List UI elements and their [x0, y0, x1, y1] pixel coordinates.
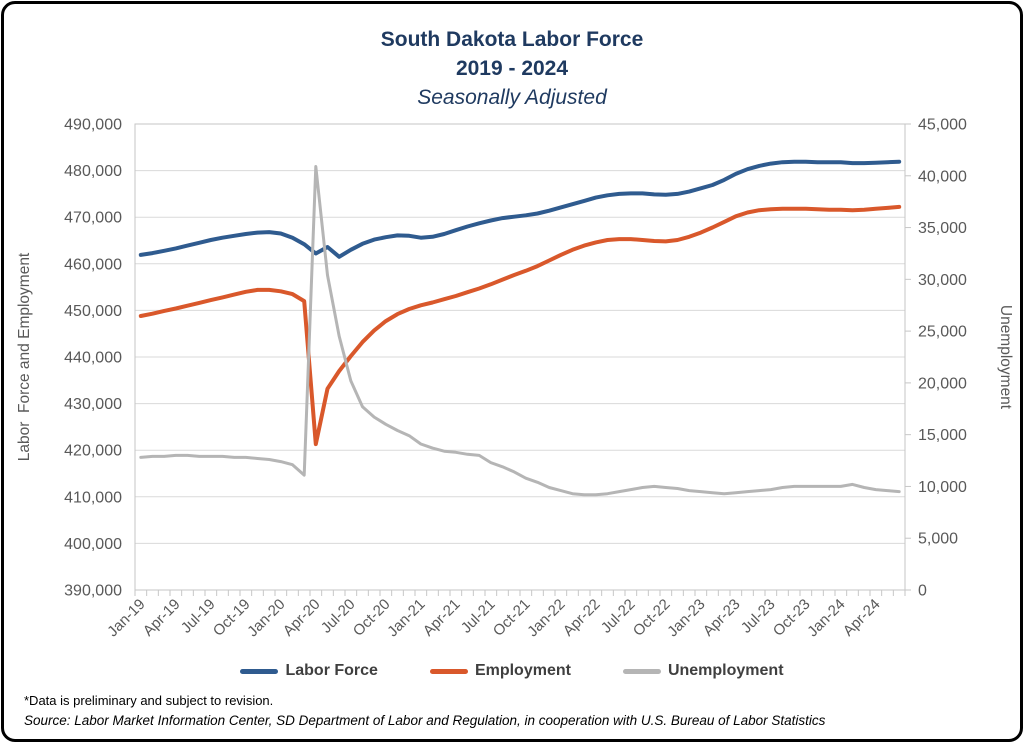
y-left-tick-label: 410,000	[64, 489, 122, 506]
footnote-source: Source: Labor Market Information Center,…	[24, 713, 826, 728]
legend-label-employment: Employment	[474, 662, 571, 679]
y-right-tick-label: 35,000	[918, 220, 967, 237]
legend-item-employment: Employment	[429, 662, 571, 680]
y-right-tick-label: 15,000	[918, 427, 967, 444]
y-left-tick-label: 390,000	[64, 583, 122, 600]
x-tick-label: Apr-24	[840, 596, 884, 640]
y-left-tick-label: 440,000	[64, 350, 122, 367]
x-tick-label: Apr-21	[420, 596, 464, 640]
x-axis-tick-labels: Jan-19Apr-19Jul-19Oct-19Jan-20Apr-20Jul-…	[104, 596, 883, 640]
y-right-tick-label: 25,000	[918, 324, 967, 341]
x-tick-label: Jan-23	[664, 596, 708, 640]
chart-legend: Labor Force Employment Unemployment	[4, 662, 1020, 680]
x-tick-label: Oct-20	[350, 596, 394, 640]
legend-item-unemployment: Unemployment	[622, 662, 784, 680]
y-left-tick-label: 450,000	[64, 303, 122, 320]
y-left-tick-label: 490,000	[64, 117, 122, 134]
right-axis-title: Unemployment	[997, 305, 1014, 410]
x-tick-label: Jan-21	[384, 596, 428, 640]
legend-label-unemployment: Unemployment	[667, 662, 784, 679]
legend-label-labor-force: Labor Force	[285, 662, 378, 679]
labor-force-line-swatch	[240, 668, 279, 674]
y-right-tick-label: 40,000	[918, 168, 967, 185]
x-tick-label: Oct-23	[770, 596, 814, 640]
left-axis-tick-labels: 390,000 400,000 410,000 420,000 430,000 440,0…	[64, 117, 122, 600]
y-right-tick-label: 20,000	[918, 375, 967, 392]
x-tick-label: Oct-21	[490, 596, 534, 640]
legend-item-labor-force: Labor Force	[240, 662, 378, 680]
chart-title: South Dakota Labor Force	[380, 28, 644, 51]
y-left-tick-label: 400,000	[64, 536, 122, 553]
employment-line-swatch	[429, 668, 468, 674]
x-tick-label: Oct-22	[630, 596, 674, 640]
line-chart: 390,000 400,000 410,000 420,000 430,000 440,0…	[16, 117, 1014, 641]
unemployment-line	[139, 165, 901, 497]
y-left-tick-label: 470,000	[64, 210, 122, 227]
y-left-tick-label: 430,000	[64, 396, 122, 413]
title-block: South Dakota Labor Force 2019 - 2024 Sea…	[4, 26, 1020, 111]
series-lines	[138, 159, 902, 497]
x-tick-label: Oct-19	[210, 596, 254, 640]
y-left-tick-label: 460,000	[64, 256, 122, 273]
x-tick-label: Apr-23	[700, 596, 744, 640]
axis-tick-marks	[134, 123, 911, 596]
unemployment-line-swatch	[622, 668, 661, 674]
left-axis-title: Labor Force and Employment	[16, 252, 33, 461]
footnote-preliminary: *Data is preliminary and subject to revi…	[24, 693, 274, 708]
x-tick-label: Apr-19	[140, 596, 184, 640]
y-right-tick-label: 10,000	[918, 479, 967, 496]
y-left-tick-label: 480,000	[64, 163, 122, 180]
x-tick-label: Jan-20	[244, 596, 288, 640]
y-left-tick-label: 420,000	[64, 443, 122, 460]
x-tick-label: Jan-19	[104, 596, 148, 640]
right-axis-tick-labels: 0 5,000 10,000 15,000 20,000 25,000 30,000 35,0…	[918, 117, 967, 600]
y-right-tick-label: 30,000	[918, 272, 967, 289]
gridlines	[134, 123, 906, 591]
y-right-tick-label: 5,000	[918, 531, 958, 548]
y-right-tick-label: 0	[918, 583, 927, 600]
labor-force-line	[138, 159, 902, 259]
employment-line	[138, 204, 902, 447]
x-tick-label: Apr-20	[280, 596, 324, 640]
x-tick-label: Apr-22	[560, 596, 604, 640]
x-tick-label: Jan-24	[804, 596, 848, 640]
chart-title-years: 2019 - 2024	[455, 56, 569, 80]
chart-subtitle: Seasonally Adjusted	[417, 85, 607, 109]
x-tick-label: Jan-22	[524, 596, 568, 640]
y-right-tick-label: 45,000	[918, 117, 967, 134]
